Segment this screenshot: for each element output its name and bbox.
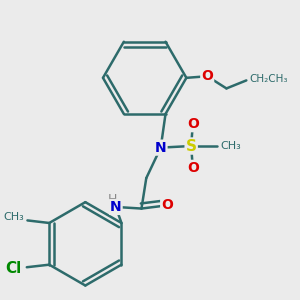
Text: CH₃: CH₃ <box>4 212 24 222</box>
Text: CH₃: CH₃ <box>220 141 241 151</box>
Text: O: O <box>161 198 173 212</box>
Text: S: S <box>186 139 197 154</box>
Text: H: H <box>108 194 117 206</box>
Text: O: O <box>187 161 199 175</box>
Text: CH₂CH₃: CH₂CH₃ <box>250 74 288 84</box>
Text: O: O <box>187 117 199 131</box>
Text: N: N <box>110 200 122 214</box>
Text: Cl: Cl <box>6 261 22 276</box>
Text: N: N <box>155 141 167 154</box>
Text: O: O <box>201 69 213 83</box>
